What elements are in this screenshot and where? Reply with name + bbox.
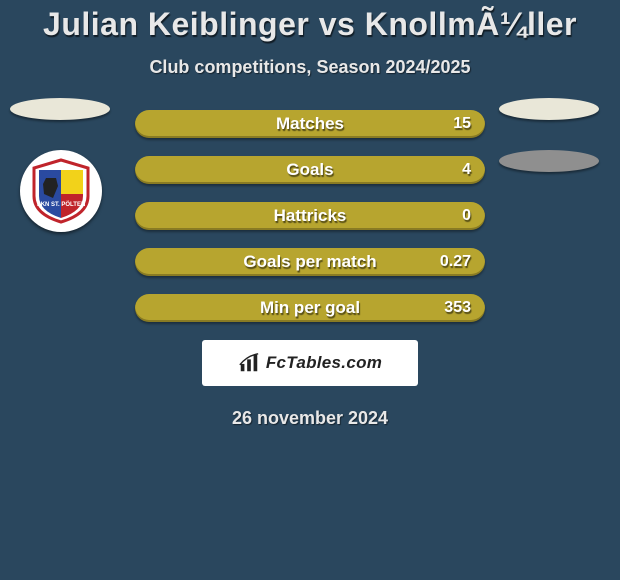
stat-value: 0.27 bbox=[440, 253, 471, 271]
player-marker-left bbox=[10, 98, 110, 120]
stat-bar: Min per goal 353 bbox=[135, 294, 485, 322]
page-title: Julian Keiblinger vs KnollmÃ¼ller bbox=[0, 0, 620, 43]
player-marker-right bbox=[499, 98, 599, 120]
date-text: 26 november 2024 bbox=[0, 408, 620, 429]
fctables-badge: FcTables.com bbox=[202, 340, 418, 386]
fctables-label: FcTables.com bbox=[266, 353, 382, 373]
stat-value: 0 bbox=[462, 207, 471, 225]
shield-icon: SKN ST. PÖLTEN bbox=[26, 156, 96, 226]
stat-bar: Goals 4 bbox=[135, 156, 485, 184]
stat-bar: Goals per match 0.27 bbox=[135, 248, 485, 276]
stat-bar: Hattricks 0 bbox=[135, 202, 485, 230]
comparison-chart: SKN ST. PÖLTEN Matches 15 Goals 4 Hattri… bbox=[0, 110, 620, 429]
stat-bar: Matches 15 bbox=[135, 110, 485, 138]
subtitle: Club competitions, Season 2024/2025 bbox=[0, 57, 620, 78]
stat-bar-list: Matches 15 Goals 4 Hattricks 0 Goals per… bbox=[135, 110, 485, 322]
stat-value: 15 bbox=[453, 115, 471, 133]
stat-label: Min per goal bbox=[260, 298, 360, 318]
club-badge: SKN ST. PÖLTEN bbox=[20, 150, 102, 232]
stat-label: Goals bbox=[286, 160, 333, 180]
svg-text:SKN ST. PÖLTEN: SKN ST. PÖLTEN bbox=[37, 201, 86, 208]
bar-chart-icon bbox=[238, 352, 260, 374]
player-marker-right-2 bbox=[499, 150, 599, 172]
stat-label: Goals per match bbox=[243, 252, 376, 272]
stat-label: Hattricks bbox=[274, 206, 347, 226]
stat-label: Matches bbox=[276, 114, 344, 134]
stat-value: 4 bbox=[462, 161, 471, 179]
stat-value: 353 bbox=[444, 299, 471, 317]
